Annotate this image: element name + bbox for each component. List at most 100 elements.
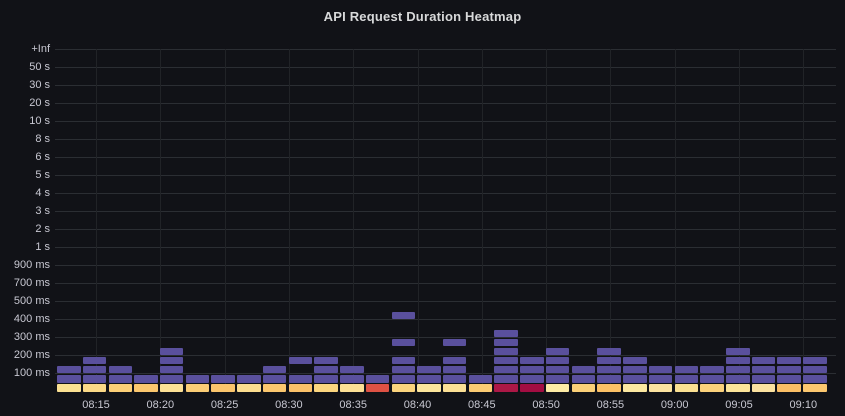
heatmap-cell[interactable] — [648, 375, 673, 383]
heatmap-cell[interactable] — [134, 375, 158, 383]
heatmap-cell[interactable] — [391, 365, 416, 374]
heatmap-cell[interactable] — [391, 375, 416, 383]
heatmap-cell[interactable] — [545, 356, 570, 365]
heatmap-cell[interactable] — [82, 356, 107, 365]
heatmap-cell[interactable] — [623, 384, 647, 392]
heatmap-cell[interactable] — [597, 384, 621, 392]
heatmap-cell[interactable] — [623, 356, 647, 365]
heatmap-cell[interactable] — [442, 356, 467, 365]
heatmap-cell[interactable] — [365, 375, 390, 383]
heatmap-cell[interactable] — [803, 375, 827, 383]
heatmap-cell[interactable] — [777, 365, 801, 374]
heatmap-cell[interactable] — [777, 384, 801, 392]
heatmap-cell[interactable] — [726, 356, 750, 365]
heatmap-cell[interactable] — [623, 365, 647, 374]
heatmap-cell[interactable] — [520, 384, 544, 392]
heatmap-cell[interactable] — [340, 384, 364, 392]
heatmap-cell[interactable] — [288, 356, 313, 365]
heatmap-cell[interactable] — [108, 375, 133, 383]
heatmap-cell[interactable] — [520, 365, 544, 374]
heatmap-cell[interactable] — [314, 356, 338, 365]
heatmap-cell[interactable] — [674, 365, 699, 374]
heatmap-cell[interactable] — [674, 375, 699, 383]
heatmap-cell[interactable] — [391, 338, 416, 347]
heatmap-cell[interactable] — [545, 347, 570, 356]
heatmap-cell[interactable] — [185, 384, 210, 392]
heatmap-cell[interactable] — [494, 347, 518, 356]
heatmap-cell[interactable] — [674, 384, 699, 392]
heatmap-cell[interactable] — [468, 384, 493, 392]
heatmap-cell[interactable] — [417, 384, 441, 392]
heatmap-cell[interactable] — [159, 356, 184, 365]
heatmap-cell[interactable] — [288, 375, 313, 383]
heatmap-cell[interactable] — [159, 347, 184, 356]
heatmap-cell[interactable] — [700, 365, 724, 374]
heatmap-cell[interactable] — [726, 347, 750, 356]
heatmap-cell[interactable] — [623, 375, 647, 383]
heatmap-cell[interactable] — [751, 384, 776, 392]
heatmap-cell[interactable] — [185, 375, 210, 383]
heatmap-cell[interactable] — [57, 375, 81, 383]
heatmap-cell[interactable] — [494, 384, 518, 392]
heatmap-cell[interactable] — [391, 384, 416, 392]
heatmap-cell[interactable] — [442, 375, 467, 383]
heatmap-cell[interactable] — [314, 375, 338, 383]
heatmap-cell[interactable] — [803, 384, 827, 392]
heatmap-cell[interactable] — [262, 375, 287, 383]
heatmap-cell[interactable] — [494, 365, 518, 374]
heatmap-cell[interactable] — [700, 375, 724, 383]
heatmap-cell[interactable] — [726, 375, 750, 383]
heatmap-cell[interactable] — [494, 329, 518, 338]
heatmap-cell[interactable] — [314, 384, 338, 392]
heatmap-cell[interactable] — [545, 375, 570, 383]
heatmap-cell[interactable] — [803, 356, 827, 365]
heatmap-cell[interactable] — [82, 375, 107, 383]
heatmap-cell[interactable] — [442, 338, 467, 347]
heatmap-cell[interactable] — [159, 384, 184, 392]
heatmap-cell[interactable] — [108, 365, 133, 374]
heatmap-cell[interactable] — [82, 365, 107, 374]
heatmap-cell[interactable] — [159, 375, 184, 383]
heatmap-cell[interactable] — [520, 356, 544, 365]
heatmap-cell[interactable] — [751, 356, 776, 365]
heatmap-cell[interactable] — [751, 375, 776, 383]
heatmap-cell[interactable] — [108, 384, 133, 392]
heatmap-cell[interactable] — [288, 384, 313, 392]
heatmap-cell[interactable] — [545, 365, 570, 374]
heatmap-cell[interactable] — [391, 356, 416, 365]
heatmap-cell[interactable] — [597, 375, 621, 383]
heatmap-cell[interactable] — [597, 365, 621, 374]
heatmap-cell[interactable] — [648, 384, 673, 392]
heatmap-cell[interactable] — [571, 375, 596, 383]
heatmap-cell[interactable] — [417, 365, 441, 374]
heatmap-cell[interactable] — [571, 365, 596, 374]
heatmap-cell[interactable] — [700, 384, 724, 392]
heatmap-cell[interactable] — [237, 375, 261, 383]
heatmap-cell[interactable] — [262, 365, 287, 374]
heatmap-cell[interactable] — [211, 375, 235, 383]
heatmap-cell[interactable] — [211, 384, 235, 392]
heatmap-cell[interactable] — [57, 384, 81, 392]
heatmap-cell[interactable] — [751, 365, 776, 374]
heatmap-cell[interactable] — [391, 311, 416, 320]
heatmap-cell[interactable] — [597, 356, 621, 365]
heatmap-cell[interactable] — [777, 375, 801, 383]
heatmap-cell[interactable] — [597, 347, 621, 356]
heatmap-cell[interactable] — [726, 365, 750, 374]
heatmap-cell[interactable] — [262, 384, 287, 392]
heatmap-cell[interactable] — [134, 384, 158, 392]
heatmap-cell[interactable] — [340, 375, 364, 383]
heatmap-cell[interactable] — [365, 384, 390, 392]
heatmap-cell[interactable] — [82, 384, 107, 392]
heatmap-cell[interactable] — [494, 338, 518, 347]
heatmap-cell[interactable] — [494, 356, 518, 365]
heatmap-cell[interactable] — [726, 384, 750, 392]
heatmap-cell[interactable] — [571, 384, 596, 392]
heatmap-cell[interactable] — [520, 375, 544, 383]
heatmap-cell[interactable] — [237, 384, 261, 392]
heatmap-cell[interactable] — [417, 375, 441, 383]
heatmap-cell[interactable] — [159, 365, 184, 374]
heatmap-cell[interactable] — [545, 384, 570, 392]
heatmap-cell[interactable] — [340, 365, 364, 374]
heatmap-cell[interactable] — [803, 365, 827, 374]
